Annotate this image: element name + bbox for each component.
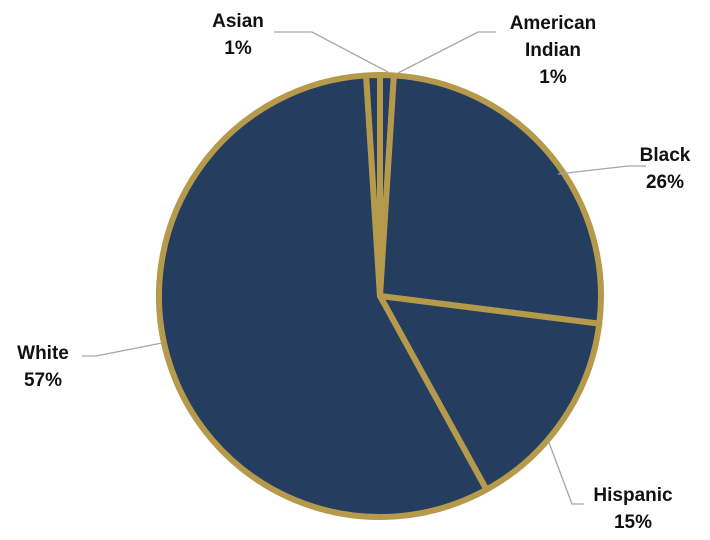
data-label-asian: Asian 1% <box>202 8 274 62</box>
slice-label-american-indian: American Indian <box>509 13 597 61</box>
pie-slice-black <box>377 72 604 327</box>
slice-value-black: 26% <box>645 172 685 193</box>
slice-label-black: Black <box>639 145 691 166</box>
data-label-white: White 57% <box>4 340 82 394</box>
pie-slice-white <box>155 72 490 521</box>
slice-value-white: 57% <box>23 370 63 391</box>
data-label-american-indian: American Indian 1% <box>488 10 618 91</box>
slice-label-hispanic: Hispanic <box>593 485 673 506</box>
leader-line-hispanic <box>547 439 584 505</box>
leader-line-american-indian <box>397 31 496 74</box>
data-label-hispanic: Hispanic 15% <box>578 482 688 536</box>
pie-slice-asian <box>363 72 383 299</box>
pie-slices <box>155 72 604 521</box>
pie-slice-hispanic <box>377 293 603 493</box>
slice-label-white: White <box>17 343 69 364</box>
slice-label-asian: Asian <box>212 11 264 32</box>
slice-value-american-indian: 1% <box>539 67 567 88</box>
slice-value-asian: 1% <box>224 38 252 59</box>
slice-value-hispanic: 15% <box>613 512 653 533</box>
leader-line-asian <box>274 31 389 73</box>
leader-line-black <box>557 165 646 175</box>
leader-line-white <box>82 342 163 357</box>
data-label-black: Black 26% <box>630 142 700 196</box>
leader-lines <box>82 31 646 505</box>
